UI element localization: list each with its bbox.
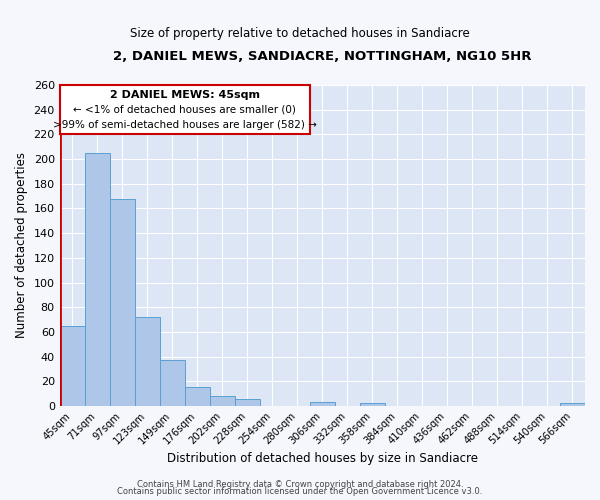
Text: Contains HM Land Registry data © Crown copyright and database right 2024.: Contains HM Land Registry data © Crown c… bbox=[137, 480, 463, 489]
Bar bbox=[235, 398, 260, 406]
Bar bbox=[560, 404, 585, 406]
Text: 2 DANIEL MEWS: 45sqm: 2 DANIEL MEWS: 45sqm bbox=[110, 90, 260, 100]
Bar bbox=[360, 404, 385, 406]
Bar bbox=[110, 198, 135, 406]
Text: >99% of semi-detached houses are larger (582) →: >99% of semi-detached houses are larger … bbox=[53, 120, 317, 130]
Title: 2, DANIEL MEWS, SANDIACRE, NOTTINGHAM, NG10 5HR: 2, DANIEL MEWS, SANDIACRE, NOTTINGHAM, N… bbox=[113, 50, 532, 63]
Bar bbox=[59, 85, 310, 134]
Bar bbox=[310, 402, 335, 406]
Bar bbox=[210, 396, 235, 406]
Bar bbox=[160, 360, 185, 406]
Text: Size of property relative to detached houses in Sandiacre: Size of property relative to detached ho… bbox=[130, 28, 470, 40]
Bar bbox=[85, 153, 110, 406]
X-axis label: Distribution of detached houses by size in Sandiacre: Distribution of detached houses by size … bbox=[167, 452, 478, 465]
Bar bbox=[185, 388, 210, 406]
Bar bbox=[59, 326, 85, 406]
Text: Contains public sector information licensed under the Open Government Licence v3: Contains public sector information licen… bbox=[118, 488, 482, 496]
Bar bbox=[135, 317, 160, 406]
Text: ← <1% of detached houses are smaller (0): ← <1% of detached houses are smaller (0) bbox=[73, 104, 296, 115]
Y-axis label: Number of detached properties: Number of detached properties bbox=[15, 152, 28, 338]
